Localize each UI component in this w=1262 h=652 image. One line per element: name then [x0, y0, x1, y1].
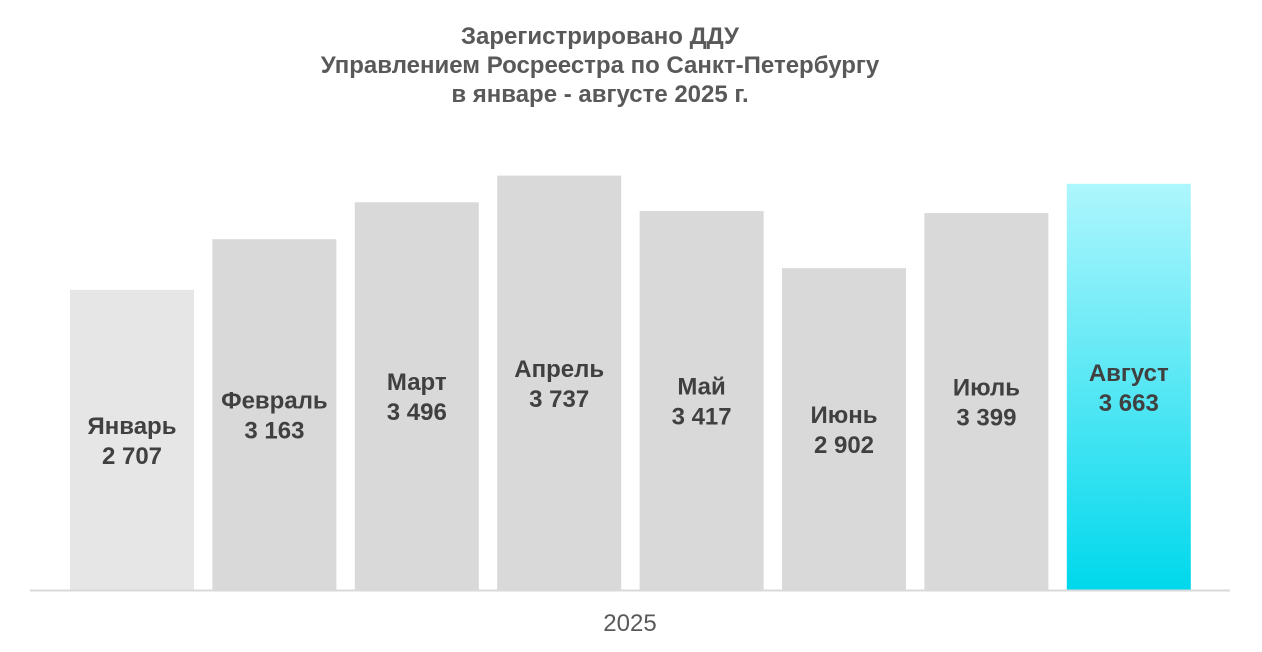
- bar-value-label: 3 737: [529, 386, 589, 413]
- bar-value-label: 2 902: [814, 432, 874, 459]
- x-axis-label: 2025: [603, 610, 656, 637]
- bar-value-label: 3 417: [672, 404, 732, 431]
- bar-1: [70, 289, 194, 590]
- bar-4: [497, 175, 622, 590]
- bar-8: [1066, 183, 1191, 591]
- bar-category-label: Март: [387, 369, 447, 396]
- bar-2: [212, 239, 337, 590]
- bar-category-label: Январь: [88, 413, 177, 440]
- bar-value-label: 3 663: [1099, 390, 1159, 417]
- bar-category-label: Июнь: [811, 402, 878, 429]
- bar-value-label: 3 399: [956, 405, 1016, 432]
- bar-6: [782, 268, 906, 590]
- bars-group: Январь 2 707 Февраль 3 163 Март 3 496 Апрель 3 …: [70, 175, 1191, 591]
- bar-category-label: Июль: [953, 375, 1020, 402]
- chart-title-line-2: Управлением Росреестра по Санкт-Петербур…: [320, 52, 880, 79]
- bar-category-label: Февраль: [221, 388, 328, 415]
- bar-category-label: Август: [1089, 360, 1169, 387]
- chart-title: Зарегистрировано ДДУ Управлением Росреес…: [0, 22, 1200, 109]
- chart-title-line-1: Зарегистрировано ДДУ: [460, 23, 739, 50]
- bar-value-label: 2 707: [102, 443, 162, 470]
- bar-3: [354, 202, 479, 591]
- bar-category-label: Май: [677, 374, 725, 401]
- bar-value-label: 3 496: [387, 399, 447, 426]
- bar-value-label: 3 163: [244, 418, 304, 445]
- bar-5: [639, 211, 764, 590]
- chart-title-line-3: в январе - августе 2025 г.: [451, 81, 749, 108]
- bar-7: [924, 213, 1049, 590]
- bar-category-label: Апрель: [514, 356, 604, 383]
